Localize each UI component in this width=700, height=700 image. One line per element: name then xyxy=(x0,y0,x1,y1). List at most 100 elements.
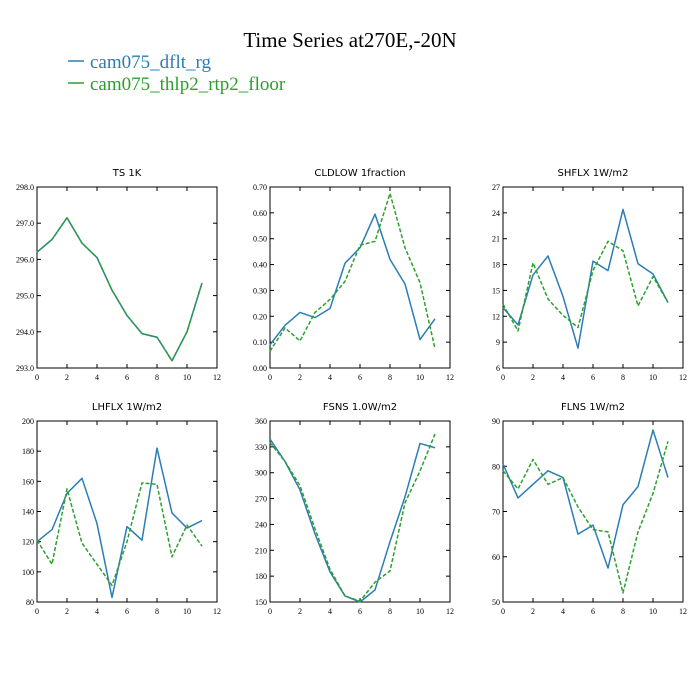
x-tick-label: 8 xyxy=(388,373,392,382)
legend-label-thlp2: cam075_thlp2_rtp2_floor xyxy=(90,74,286,95)
x-tick-label: 8 xyxy=(388,607,392,616)
x-tick-label: 6 xyxy=(358,373,362,382)
y-tick-label: 270 xyxy=(255,495,267,504)
x-tick-label: 6 xyxy=(125,607,129,616)
y-tick-label: 0.30 xyxy=(253,286,267,295)
y-tick-label: 0.60 xyxy=(253,209,267,218)
x-tick-label: 10 xyxy=(416,607,424,616)
x-tick-label: 2 xyxy=(298,607,302,616)
x-tick-label: 8 xyxy=(155,373,159,382)
y-tick-label: 15 xyxy=(492,286,500,295)
y-tick-label: 200 xyxy=(22,417,34,426)
plot-frame xyxy=(269,420,451,603)
x-tick-label: 6 xyxy=(591,373,595,382)
y-tick-label: 27 xyxy=(492,183,500,192)
series-line-dflt xyxy=(269,213,436,346)
panel-title: LHFLX 1W/m2 xyxy=(92,402,162,413)
x-tick-label: 0 xyxy=(268,607,272,616)
x-tick-label: 10 xyxy=(649,373,657,382)
x-tick-label: 4 xyxy=(95,373,99,382)
y-tick-label: 295.0 xyxy=(16,292,34,301)
x-tick-label: 2 xyxy=(65,607,69,616)
figure-title: Time Series at270E,-20N xyxy=(243,28,456,52)
y-tick-label: 180 xyxy=(255,572,267,581)
x-tick-label: 4 xyxy=(561,373,565,382)
y-tick-label: 293.0 xyxy=(16,364,34,373)
x-tick-label: 8 xyxy=(621,607,625,616)
series-line-thlp2 xyxy=(36,482,203,587)
panel-1: TS 1K 0 2 4 6 8 10 12 293.0 294.0 295.0 296.0 297.0 2… xyxy=(16,168,221,382)
y-tick-label: 160 xyxy=(22,477,34,486)
series-line-thlp2 xyxy=(269,433,436,602)
x-tick-label: 8 xyxy=(621,373,625,382)
plot-frame xyxy=(269,186,451,369)
x-tick-label: 2 xyxy=(65,373,69,382)
panel-title: SHFLX 1W/m2 xyxy=(558,168,629,179)
series-line-thlp2 xyxy=(36,217,203,362)
plot-frame xyxy=(36,186,218,369)
y-tick-label: 21 xyxy=(492,235,500,244)
x-tick-label: 12 xyxy=(213,607,221,616)
series-line-dflt xyxy=(502,208,669,349)
x-tick-label: 4 xyxy=(561,607,565,616)
x-tick-label: 10 xyxy=(183,373,191,382)
plot-frame xyxy=(502,420,684,603)
y-tick-label: 90 xyxy=(492,417,500,426)
x-tick-label: 0 xyxy=(268,373,272,382)
y-tick-label: 150 xyxy=(255,598,267,607)
y-tick-label: 294.0 xyxy=(16,328,34,337)
x-tick-label: 0 xyxy=(501,373,505,382)
legend-label-dflt: cam075_dflt_rg xyxy=(90,52,212,73)
y-tick-label: 240 xyxy=(255,520,267,529)
y-tick-label: 6 xyxy=(496,364,500,373)
y-tick-label: 80 xyxy=(26,598,34,607)
x-tick-label: 6 xyxy=(591,607,595,616)
x-tick-label: 2 xyxy=(531,607,535,616)
y-tick-label: 0.00 xyxy=(253,364,267,373)
y-tick-label: 360 xyxy=(255,417,267,426)
x-tick-label: 10 xyxy=(416,373,424,382)
y-tick-label: 0.20 xyxy=(253,312,267,321)
x-tick-label: 12 xyxy=(213,373,221,382)
y-tick-label: 0.70 xyxy=(253,183,267,192)
y-tick-label: 80 xyxy=(492,462,500,471)
y-tick-label: 12 xyxy=(492,312,500,321)
x-tick-label: 6 xyxy=(125,373,129,382)
series-line-thlp2 xyxy=(269,192,436,352)
x-tick-label: 12 xyxy=(679,373,687,382)
panel-6: FLNS 1W/m2 0 2 4 6 8 10 12 50 60 70 80 90 xyxy=(492,402,687,616)
y-tick-label: 330 xyxy=(255,443,267,452)
panel-2: CLDLOW 1fraction 0 2 4 6 8 10 12 0.00 0.10 0.20 0.3… xyxy=(253,168,454,382)
x-tick-label: 8 xyxy=(155,607,159,616)
x-tick-label: 4 xyxy=(328,373,332,382)
x-tick-label: 2 xyxy=(531,373,535,382)
y-tick-label: 18 xyxy=(492,261,500,270)
x-tick-label: 12 xyxy=(679,607,687,616)
y-tick-label: 50 xyxy=(492,598,500,607)
x-tick-label: 4 xyxy=(95,607,99,616)
y-tick-label: 296.0 xyxy=(16,255,34,264)
panel-4: LHFLX 1W/m2 0 2 4 6 8 10 12 80 100 120 140 160 180 200 xyxy=(22,402,221,616)
panel-title: FSNS 1.0W/m2 xyxy=(323,402,397,413)
x-tick-label: 0 xyxy=(35,607,39,616)
y-tick-label: 120 xyxy=(22,538,34,547)
y-tick-label: 140 xyxy=(22,508,34,517)
panel-title: TS 1K xyxy=(112,168,142,179)
y-tick-label: 60 xyxy=(492,553,500,562)
series-line-dflt xyxy=(269,438,436,603)
panel-title: FLNS 1W/m2 xyxy=(561,402,625,413)
y-tick-label: 297.0 xyxy=(16,219,34,228)
y-tick-label: 298.0 xyxy=(16,183,34,192)
plot-frame xyxy=(36,420,218,603)
x-tick-label: 6 xyxy=(358,607,362,616)
series-line-dflt xyxy=(502,429,669,569)
y-tick-label: 24 xyxy=(492,209,500,218)
series-line-thlp2 xyxy=(502,441,669,594)
y-tick-label: 9 xyxy=(496,338,500,347)
x-tick-label: 4 xyxy=(328,607,332,616)
y-tick-label: 300 xyxy=(255,469,267,478)
series-line-thlp2 xyxy=(502,240,669,332)
series-line-dflt xyxy=(36,447,203,599)
